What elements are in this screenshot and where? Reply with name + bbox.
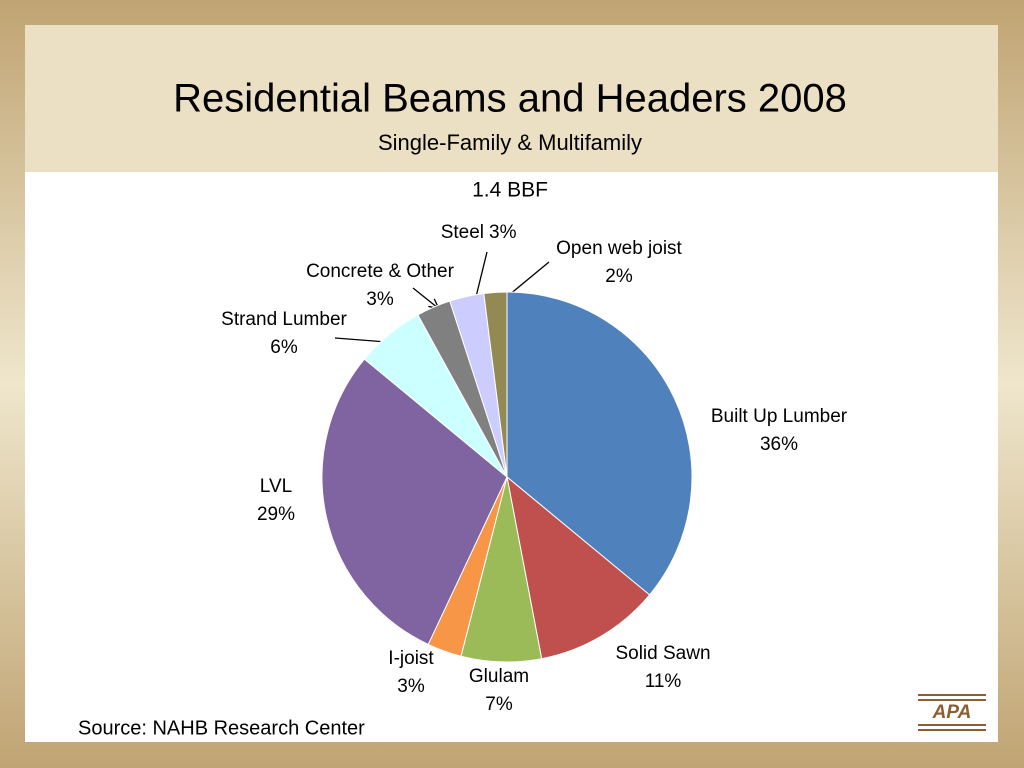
- chart-subtitle: Single-Family & Multifamily: [378, 130, 642, 155]
- logo: APA: [918, 694, 986, 731]
- pie: [321, 291, 693, 663]
- slice-label: Glulam: [469, 666, 529, 687]
- slice-label: Built Up Lumber: [711, 406, 848, 427]
- chart-title: Residential Beams and Headers 2008: [173, 77, 847, 121]
- slice-label: Open web joist: [556, 238, 682, 259]
- slice-value-label: 2%: [605, 266, 633, 287]
- slice-value-label: 6%: [270, 337, 298, 358]
- pie-slice: [483, 291, 508, 478]
- slice-label: I-joist: [388, 648, 434, 669]
- slice-value-label: 3%: [366, 289, 394, 310]
- slice-value-label: 3%: [397, 676, 425, 697]
- pie-slice: [506, 291, 693, 596]
- slice-label: Steel: [441, 222, 484, 243]
- annotation: 1.4 BBF: [472, 179, 548, 202]
- logo-text: APA: [932, 702, 972, 723]
- slice-label: LVL: [260, 476, 292, 497]
- slice-value-label: 36%: [760, 434, 798, 455]
- slice-label: Strand Lumber: [221, 309, 347, 330]
- slice-label: Solid Sawn: [615, 643, 710, 664]
- pie-slice: [321, 358, 508, 646]
- pie-slice: [506, 475, 651, 660]
- header-band: [25, 25, 998, 172]
- source: Source: NAHB Research Center: [78, 717, 365, 739]
- slice-value-label: 11%: [645, 671, 682, 692]
- slice-label: Concrete & Other: [306, 261, 455, 282]
- slice-value-label: 29%: [257, 504, 295, 525]
- slice-value-label: 7%: [485, 694, 513, 715]
- slice-value-label: 3%: [489, 222, 517, 243]
